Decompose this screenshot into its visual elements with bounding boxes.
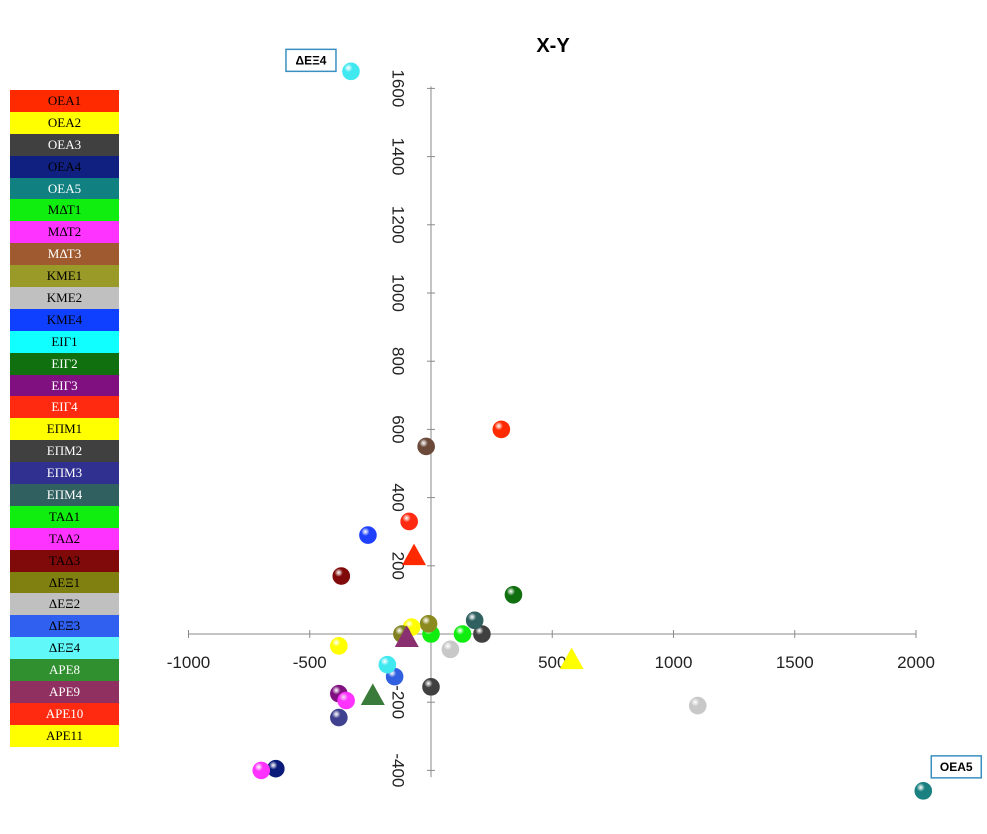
x-tick-label-6: 2000	[897, 653, 935, 672]
point-ape8	[360, 683, 385, 705]
callout-label-1: OEA5	[940, 760, 973, 774]
x-tick-label-4: 1000	[655, 653, 693, 672]
point-δεξ4	[378, 655, 397, 674]
point-επμ2	[473, 625, 491, 643]
legend-item-6: ΜΔΤ2	[10, 221, 119, 244]
legend-item-10: KME4	[10, 308, 119, 331]
point-δεξ2	[441, 640, 460, 659]
legend-item-20: ΤΑΔ2	[10, 527, 119, 550]
point-oea1	[492, 420, 511, 439]
legend-item-12: ΕΙΓ2	[10, 352, 119, 375]
legend-item-8: KME1	[10, 265, 119, 288]
y-tick-label-1: -200	[389, 685, 408, 719]
x-tick-label-5: 1500	[776, 653, 814, 672]
point-oea5	[914, 782, 933, 800]
legend-item-7: ΜΔΤ3	[10, 243, 119, 266]
legend-item-26: APE8	[10, 659, 119, 682]
y-tick-label-0: -400	[389, 753, 408, 787]
point-ειγ4	[400, 512, 418, 531]
callout-label-0: ΔΕΞ4	[295, 53, 326, 67]
point-ape9	[394, 625, 419, 648]
point-μδτ2	[252, 761, 271, 780]
point-επμ3	[330, 708, 348, 727]
y-tick-label-5: 800	[389, 347, 408, 375]
legend-item-17: ΕΠΜ3	[10, 462, 119, 485]
point-επμ4	[465, 611, 484, 630]
legend-item-1: OEA2	[10, 111, 119, 134]
point-oea2	[330, 637, 348, 655]
callout-box-0	[285, 48, 337, 73]
legend-item-0: OEA1	[10, 90, 119, 112]
data-marks	[252, 62, 933, 800]
legend-item-9: KME2	[10, 287, 119, 309]
point-oea3	[422, 678, 440, 696]
point-μδτ3	[417, 437, 435, 456]
point-ειγ2	[504, 585, 523, 604]
point-ειγ1	[342, 62, 360, 81]
legend-item-27: APE9	[10, 681, 119, 703]
x-tick-label-1: -500	[293, 653, 327, 672]
point-kme2	[688, 696, 707, 715]
callouts: ΔΕΞ4 OEA5	[285, 48, 983, 779]
callout-box-1	[930, 755, 983, 779]
point-kme4	[359, 526, 377, 544]
legend-item-25: ΔΕΞ4	[10, 637, 119, 660]
legend-item-28: APE10	[10, 702, 119, 725]
x-tick-label-0: -1000	[167, 653, 210, 672]
legend-item-18: ΕΠΜ4	[10, 484, 119, 506]
y-tick-label-3: 400	[389, 483, 408, 511]
legend-item-2: OEA3	[10, 133, 119, 156]
legend-item-4: OEA5	[10, 177, 119, 200]
point-ape10	[402, 543, 427, 566]
legend-item-13: ΕΙΓ3	[10, 374, 119, 397]
legend: OEA1 OEA2 OEA3 OEA4 OEA5 ΜΔΤ1 ΜΔΤ2 ΜΔΤ3 KME1 KME2…	[10, 90, 119, 747]
legend-item-23: ΔΕΞ2	[10, 593, 119, 616]
y-tick-label-6: 1000	[389, 274, 408, 312]
legend-item-22: ΔΕΞ1	[10, 571, 119, 594]
point-ταδ1	[453, 625, 472, 643]
legend-item-16: ΕΠΜ2	[10, 440, 119, 463]
chart-title: X-Y	[536, 35, 570, 57]
legend-item-14: ΕΙΓ4	[10, 396, 119, 419]
y-tick-label-7: 1200	[389, 206, 408, 244]
legend-item-15: ΕΠΜ1	[10, 418, 119, 441]
legend-item-29: APE11	[10, 724, 119, 747]
point-ταδ3	[332, 567, 351, 585]
y-tick-label-8: 1400	[389, 138, 408, 176]
x-tick-label-3: 500	[538, 653, 566, 672]
point-kme1	[419, 614, 438, 633]
legend-item-11: ΕΙΓ1	[10, 330, 119, 353]
point-ape11	[559, 647, 584, 670]
y-tick-label-9: 1600	[389, 69, 408, 107]
y-tick-label-2: 200	[389, 552, 408, 580]
axes: -1000 -500 500 1000 1500 2000 -400 -200 200 400 60…	[167, 69, 935, 787]
legend-item-5: ΜΔΤ1	[10, 199, 119, 222]
legend-item-21: ΤΑΔ3	[10, 549, 119, 572]
y-tick-label-4: 600	[389, 415, 408, 443]
point-ταδ2	[337, 691, 355, 710]
legend-item-3: OEA4	[10, 155, 119, 178]
legend-item-24: ΔΕΞ3	[10, 615, 119, 638]
legend-item-19: ΤΑΔ1	[10, 505, 119, 528]
